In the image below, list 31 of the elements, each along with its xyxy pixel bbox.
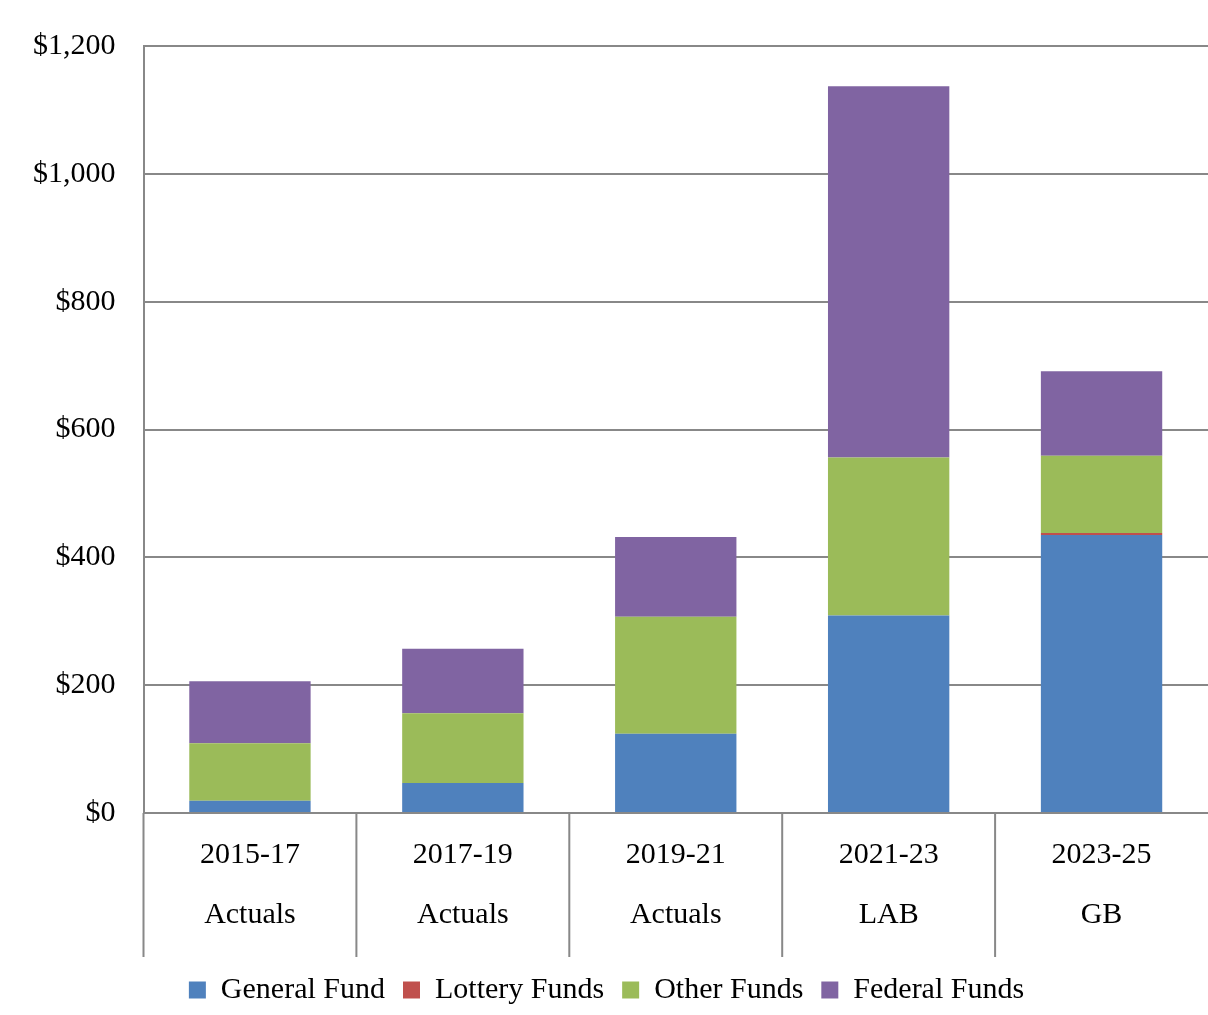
bar [1040, 371, 1163, 456]
bar [189, 743, 311, 801]
bar [402, 782, 524, 812]
bar [1040, 534, 1163, 812]
y-tick-label: $200 [55, 666, 116, 700]
bar [615, 616, 737, 734]
legend-label: Lottery Funds [434, 970, 605, 1004]
bar [827, 457, 950, 616]
x-tick-label: 2019-21 Actuals [625, 835, 726, 929]
bar [189, 681, 311, 744]
y-tick-label: $600 [55, 410, 116, 444]
x-tick-label: 2023-25 GB [1051, 835, 1152, 929]
bar [615, 536, 737, 617]
x-tick-label: 2017-19 Actuals [412, 835, 513, 929]
bar [827, 615, 950, 812]
y-tick-label: $1,000 [33, 154, 116, 188]
bar [615, 733, 737, 812]
y-tick-label: $800 [55, 282, 116, 316]
bar [1040, 455, 1163, 534]
x-tick-label: 2015-17 Actuals [199, 835, 300, 929]
y-tick-label: $1,200 [33, 26, 116, 60]
legend-label: Federal Funds [853, 970, 1025, 1004]
bar [827, 86, 950, 458]
bar [402, 713, 524, 783]
legend-label: Other Funds [654, 970, 804, 1004]
x-tick-label: 2021-23 LAB [838, 835, 939, 929]
y-tick-label: $400 [55, 538, 116, 572]
bar [189, 800, 311, 812]
bar [402, 648, 524, 714]
legend-label: General Fund [220, 970, 385, 1004]
y-tick-label: $0 [85, 793, 116, 827]
